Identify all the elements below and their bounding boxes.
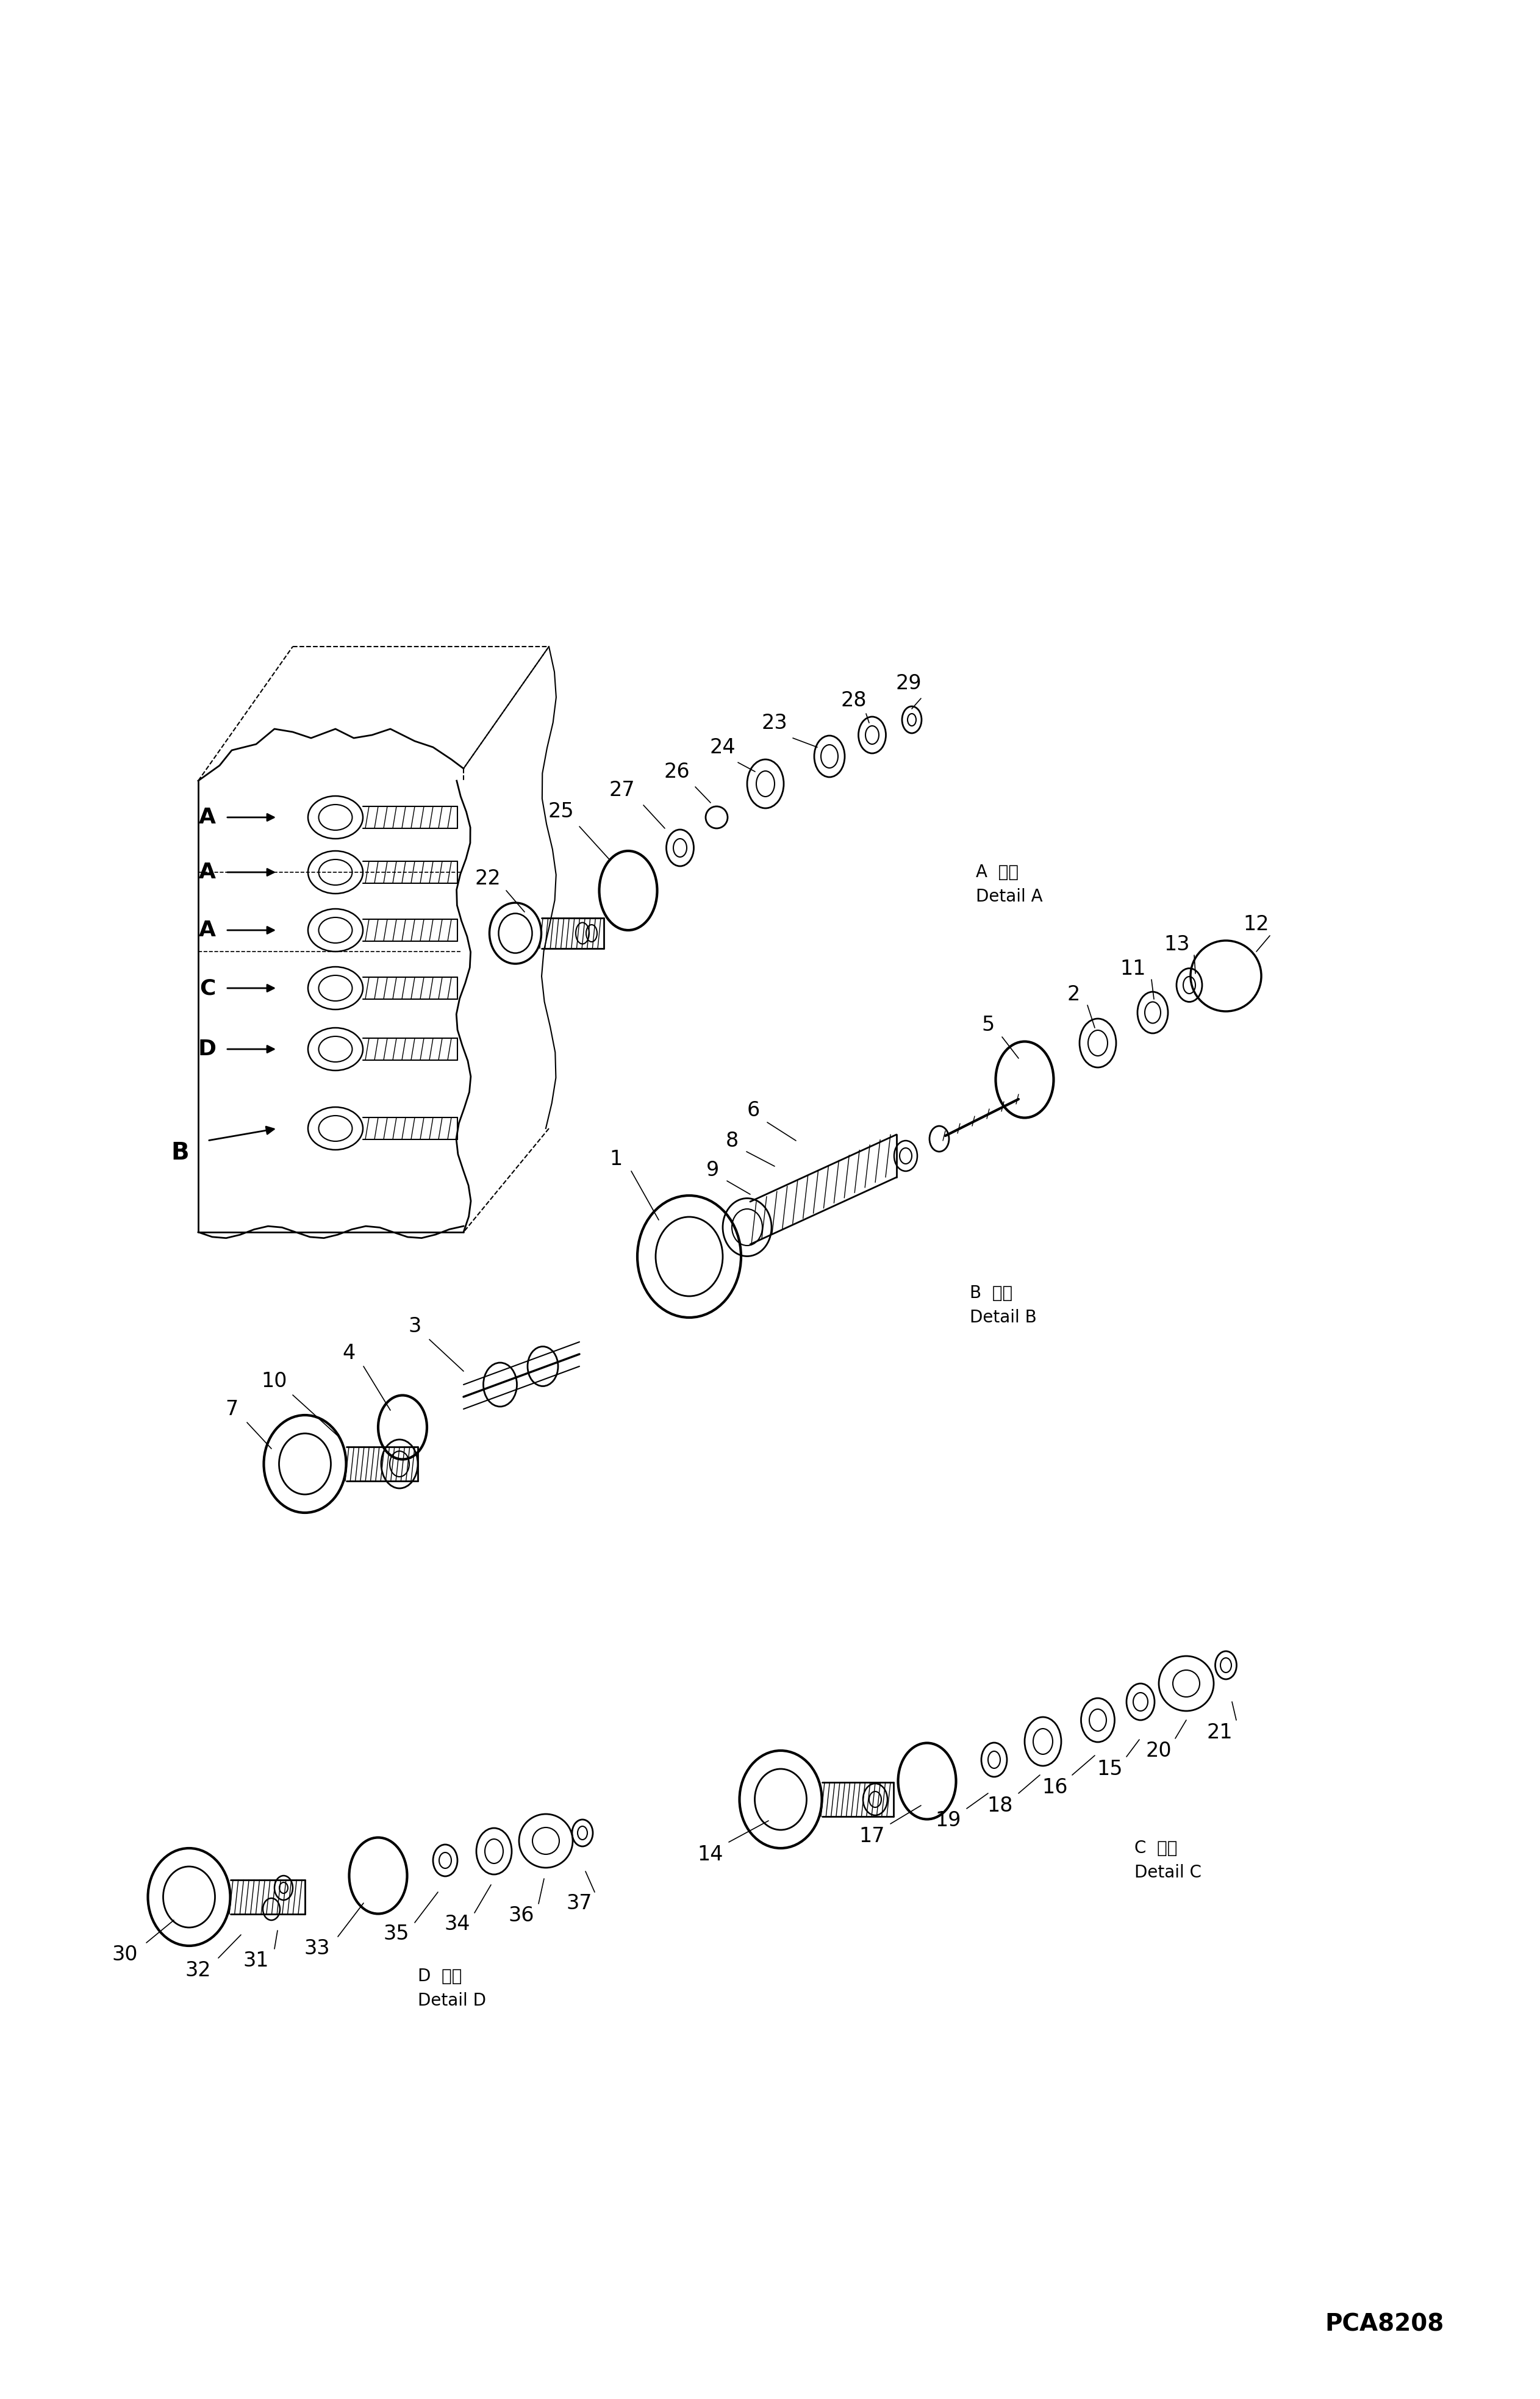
Text: 20: 20 xyxy=(1146,1742,1172,1761)
Text: B: B xyxy=(171,1142,189,1164)
Text: 15: 15 xyxy=(1096,1758,1123,1780)
Text: 21: 21 xyxy=(1207,1722,1234,1742)
Text: 11: 11 xyxy=(1120,960,1146,979)
Text: 3: 3 xyxy=(408,1317,422,1336)
Text: C: C xyxy=(199,979,216,998)
Text: 1: 1 xyxy=(610,1149,622,1168)
Text: 22: 22 xyxy=(474,868,501,888)
Text: 18: 18 xyxy=(987,1794,1013,1816)
Text: D: D xyxy=(199,1039,217,1060)
Text: 34: 34 xyxy=(445,1914,470,1934)
Text: 23: 23 xyxy=(762,713,787,732)
Text: 27: 27 xyxy=(610,780,634,799)
Text: 19: 19 xyxy=(935,1811,961,1830)
Text: 37: 37 xyxy=(567,1893,593,1912)
Text: Detail C: Detail C xyxy=(1135,1864,1201,1881)
Text: PCA8208: PCA8208 xyxy=(1324,2313,1445,2337)
Text: 33: 33 xyxy=(305,1938,330,1960)
Text: Detail B: Detail B xyxy=(970,1310,1036,1327)
Text: A: A xyxy=(199,806,216,828)
Text: 29: 29 xyxy=(896,674,922,693)
Text: 25: 25 xyxy=(548,801,574,820)
Text: 14: 14 xyxy=(698,1845,724,1864)
Text: 31: 31 xyxy=(243,1950,269,1972)
Text: 24: 24 xyxy=(710,736,736,758)
Text: 26: 26 xyxy=(664,760,690,782)
Text: 28: 28 xyxy=(841,691,867,710)
Text: 13: 13 xyxy=(1164,933,1190,955)
Text: 17: 17 xyxy=(859,1826,885,1847)
Text: 10: 10 xyxy=(262,1372,288,1391)
Text: 35: 35 xyxy=(383,1924,410,1943)
Text: 36: 36 xyxy=(508,1905,534,1926)
Text: C  詳細: C 詳細 xyxy=(1135,1840,1178,1857)
Text: D  詳細: D 詳細 xyxy=(417,1967,462,1984)
Text: 5: 5 xyxy=(981,1015,995,1034)
Text: 9: 9 xyxy=(705,1159,719,1180)
Text: 2: 2 xyxy=(1067,984,1080,1005)
Text: 4: 4 xyxy=(342,1343,356,1363)
Text: 16: 16 xyxy=(1043,1778,1069,1797)
Text: A: A xyxy=(199,861,216,883)
Text: Detail A: Detail A xyxy=(976,888,1043,904)
Text: 12: 12 xyxy=(1243,914,1269,933)
Text: Detail D: Detail D xyxy=(417,1991,487,2010)
Text: 6: 6 xyxy=(747,1101,759,1120)
Text: 30: 30 xyxy=(112,1946,139,1965)
Text: A  詳細: A 詳細 xyxy=(976,864,1018,880)
Text: A: A xyxy=(199,919,216,940)
Text: B  様細: B 様細 xyxy=(970,1283,1012,1303)
Text: 32: 32 xyxy=(185,1960,211,1979)
Text: 7: 7 xyxy=(225,1399,239,1420)
Text: 8: 8 xyxy=(725,1130,738,1152)
